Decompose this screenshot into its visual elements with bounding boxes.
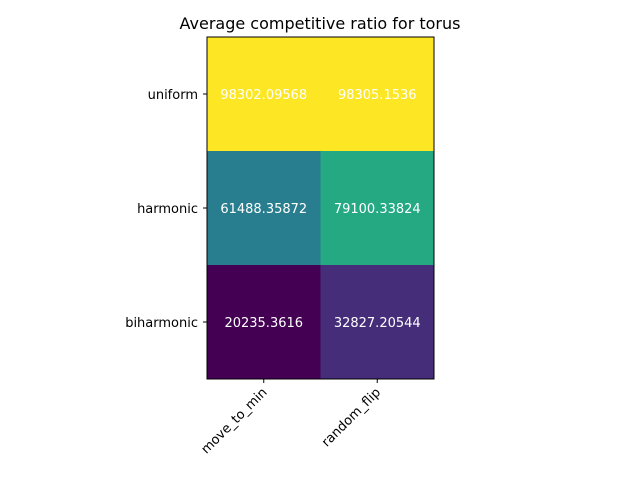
y-tick-label: harmonic — [137, 202, 198, 217]
cell-value-label: 98305.1536 — [338, 88, 417, 103]
heatmap-cell-biharmonic-move_to_min — [207, 265, 321, 380]
y-axis: uniform harmonic biharmonic — [125, 88, 207, 331]
heatmap-cell-biharmonic-random_flip — [320, 265, 435, 380]
chart-title: Average competitive ratio for torus — [180, 14, 461, 33]
cell-value-label: 61488.35872 — [220, 202, 307, 217]
heatmap-cells — [207, 37, 435, 380]
cell-value-label: 20235.3616 — [224, 316, 303, 331]
y-tick-label: uniform — [148, 88, 198, 103]
heatmap-cell-uniform-move_to_min — [207, 37, 321, 152]
cell-value-label: 79100.33824 — [334, 202, 421, 217]
cell-value-label: 32827.20544 — [334, 316, 421, 331]
heatmap-cell-harmonic-move_to_min — [207, 151, 321, 266]
cell-value-label: 98302.09568 — [220, 88, 307, 103]
heatmap-cell-harmonic-random_flip — [320, 151, 435, 266]
heatmap-cell-uniform-random_flip — [320, 37, 435, 152]
heatmap-cell-labels: 98302.09568 98305.1536 61488.35872 79100.33… — [220, 88, 420, 331]
y-tick-label: biharmonic — [125, 316, 198, 331]
